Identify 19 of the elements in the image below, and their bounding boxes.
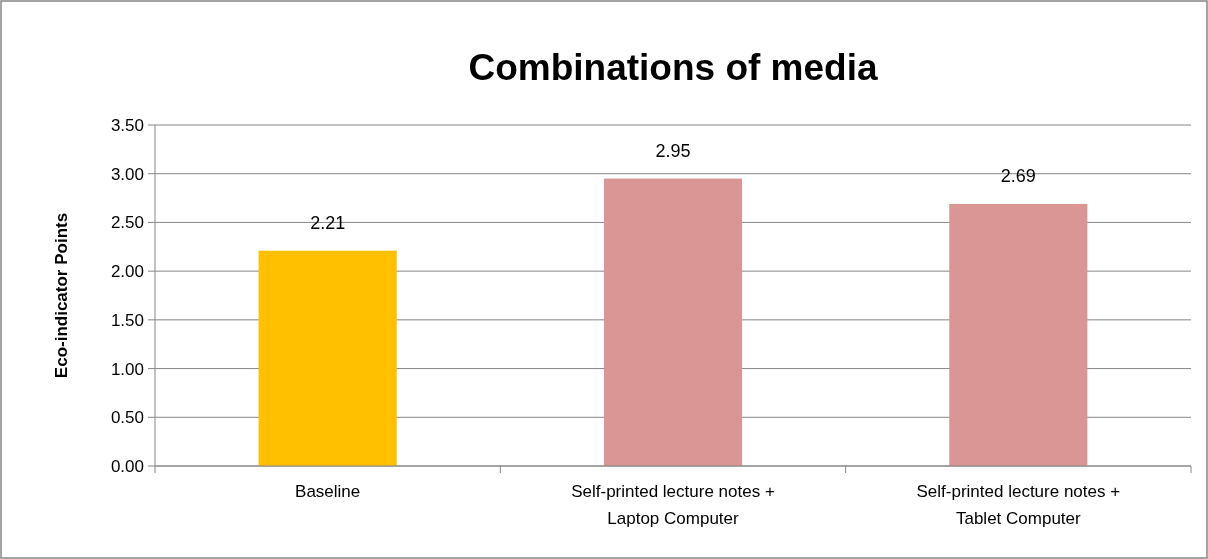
data-label: 2.69 bbox=[1000, 165, 1036, 186]
bar bbox=[603, 178, 743, 466]
y-tick-label: 3.50 bbox=[110, 115, 144, 135]
y-tick-label: 3.00 bbox=[110, 164, 144, 184]
x-tick-label: Self-printed lecture notes + Laptop Computer bbox=[571, 482, 775, 528]
x-tick-label: Self-printed lecture notes + Tablet Computer bbox=[916, 482, 1121, 528]
y-tick-label: 2.00 bbox=[110, 262, 144, 282]
y-tick-label: 0.50 bbox=[110, 408, 144, 428]
chart-title: Combinations of media bbox=[468, 47, 878, 88]
y-axis-title: Eco-indicator Points bbox=[52, 212, 71, 379]
y-tick-label: 0.00 bbox=[110, 456, 144, 476]
y-tick-label: 1.50 bbox=[110, 310, 144, 330]
y-tick-label: 1.00 bbox=[110, 359, 144, 379]
bar bbox=[258, 250, 397, 466]
data-label: 2.21 bbox=[310, 212, 346, 233]
bar bbox=[949, 203, 1088, 466]
data-label: 2.95 bbox=[655, 140, 691, 161]
y-tick-label: 2.50 bbox=[110, 213, 144, 233]
x-tick-label: Baseline bbox=[295, 482, 361, 501]
